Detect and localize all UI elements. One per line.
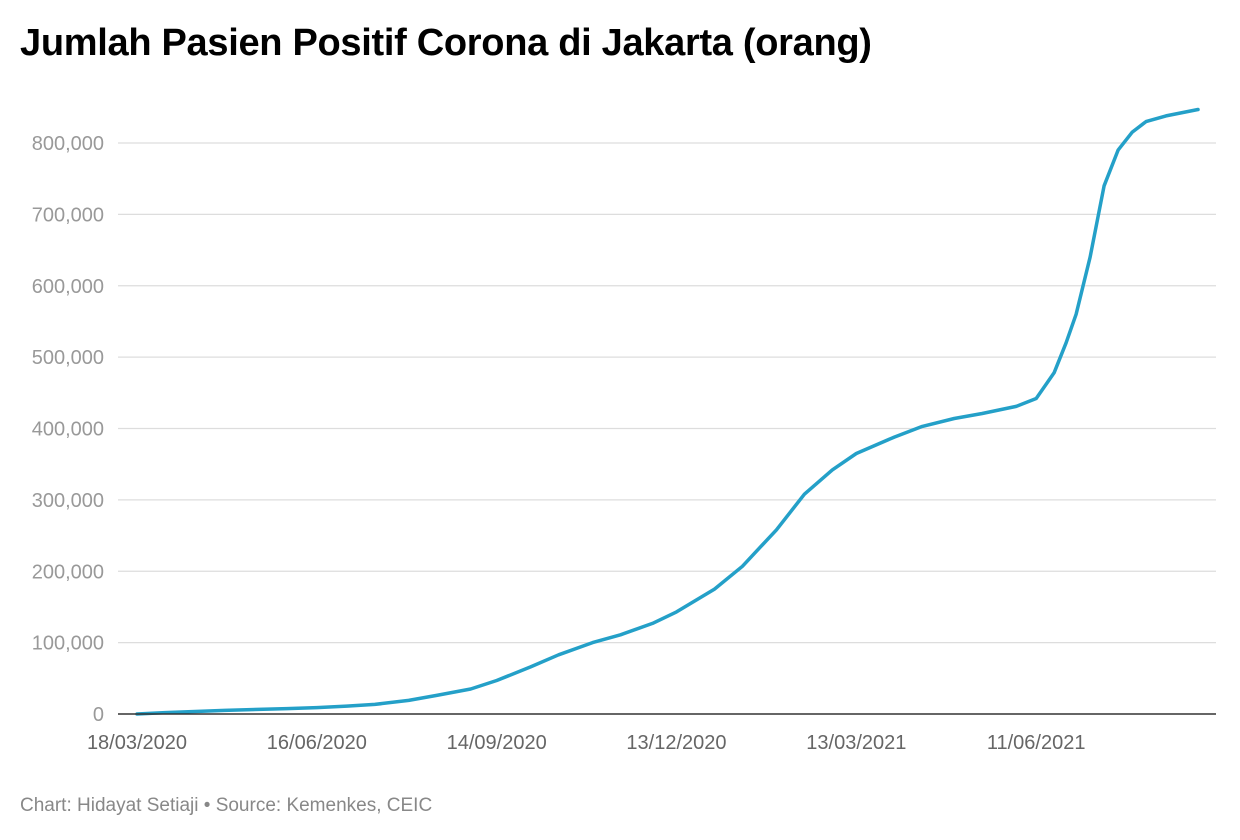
x-tick-label: 16/06/2020 <box>267 732 367 754</box>
x-tick-label: 13/12/2020 <box>626 732 726 754</box>
y-tick-label: 700,000 <box>32 204 104 226</box>
chart-title: Jumlah Pasien Positif Corona di Jakarta … <box>20 22 872 64</box>
y-tick-label: 200,000 <box>32 561 104 583</box>
chart-source: Source: Kemenkes, CEIC <box>215 795 433 816</box>
x-axis-ticks: 18/03/2020 16/06/2020 14/09/2020 13/12/2020… <box>87 732 1086 754</box>
y-tick-label: 100,000 <box>32 633 104 655</box>
y-tick-label: 300,000 <box>32 490 104 512</box>
chart-credit: Chart: Hidayat Setiaji <box>20 795 199 816</box>
x-tick-label: 13/03/2021 <box>806 732 906 754</box>
y-tick-label: 500,000 <box>32 347 104 369</box>
y-tick-label: 800,000 <box>32 133 104 155</box>
chart-footer: Chart: Hidayat Setiaji • Source: Kemenke… <box>20 795 432 817</box>
x-tick-label: 14/09/2020 <box>447 732 547 754</box>
footer-separator: • <box>203 795 211 816</box>
x-tick-label: 11/06/2021 <box>987 732 1086 754</box>
y-tick-label: 400,000 <box>32 419 104 441</box>
y-tick-label: 600,000 <box>32 276 104 298</box>
y-tick-label: 0 <box>93 704 104 726</box>
x-tick-label: 18/03/2020 <box>87 732 187 754</box>
series-line <box>135 107 1200 716</box>
y-axis-ticks: 0 100,000 200,000 300,000 400,000 500,000 600,… <box>32 133 104 726</box>
series-layer <box>135 107 1200 716</box>
gridlines <box>118 142 1216 644</box>
